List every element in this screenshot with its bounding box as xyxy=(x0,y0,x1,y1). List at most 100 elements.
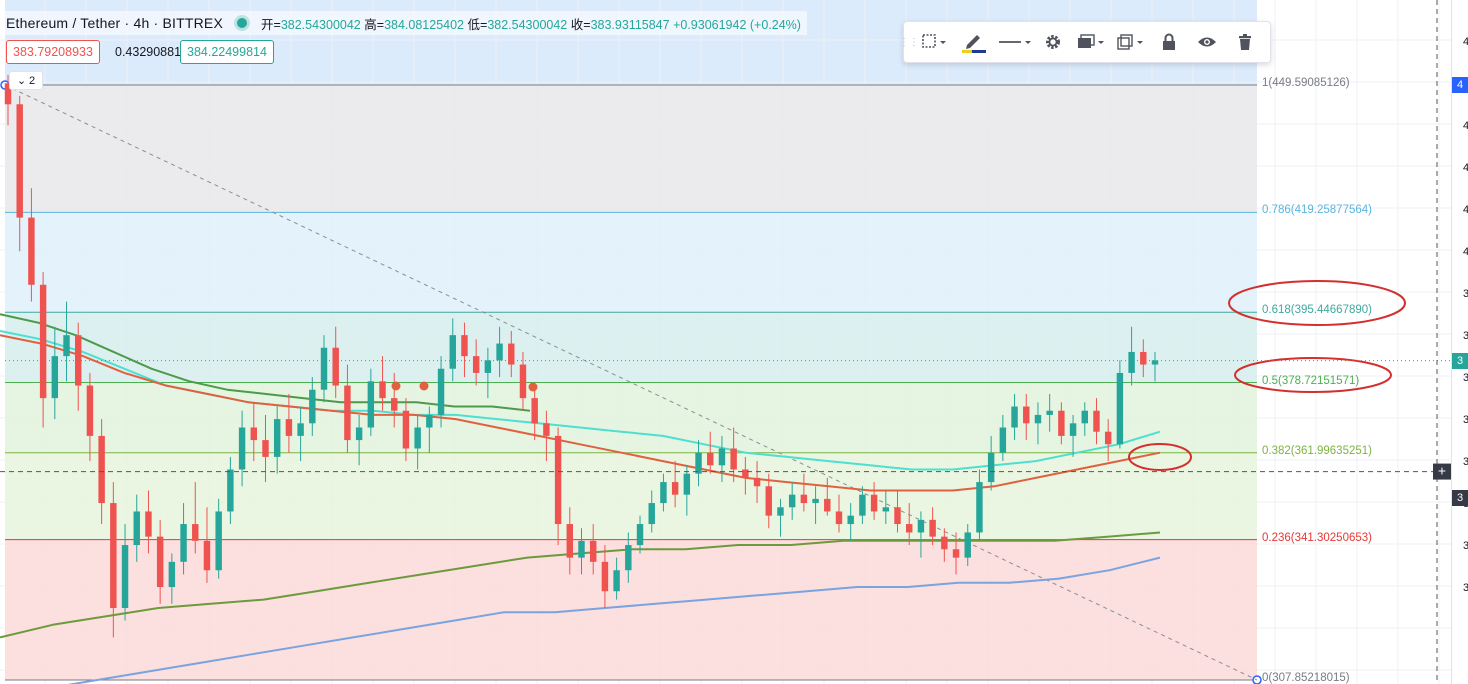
candle-body xyxy=(344,385,351,441)
candle-body xyxy=(987,452,995,483)
fib-label: 0(307.85218015) xyxy=(1262,672,1350,684)
trend-line[interactable] xyxy=(4,84,1258,681)
axis-tick-label: 4 xyxy=(1463,36,1468,48)
candle-body xyxy=(847,515,854,525)
candle-body xyxy=(250,427,258,441)
crosshair-plus-icon: + xyxy=(1438,463,1446,479)
trash-icon[interactable] xyxy=(1226,22,1264,62)
candle-body xyxy=(273,419,281,457)
candle-body xyxy=(367,381,375,428)
candle-body xyxy=(566,524,574,558)
candle-body xyxy=(508,343,515,365)
candle-body xyxy=(695,452,702,474)
candle-body xyxy=(227,469,234,512)
candle-body xyxy=(882,507,890,512)
candle-body xyxy=(355,427,363,441)
candle-body xyxy=(1011,406,1018,428)
candle-body xyxy=(285,419,293,436)
candle-body xyxy=(742,469,749,478)
annotations xyxy=(391,280,1406,471)
last-price-tag: 3 xyxy=(1452,353,1468,369)
candle-body xyxy=(800,494,808,504)
drag-handle-icon[interactable]: ⋮⋮ xyxy=(899,36,919,48)
chevron-down-icon: ⌄ xyxy=(16,75,27,87)
market-status-icon xyxy=(237,18,247,28)
candle-body xyxy=(28,217,35,285)
fib-zone xyxy=(5,312,1257,383)
close-value: 383.93115847 xyxy=(590,17,670,32)
candle-body xyxy=(1023,406,1030,424)
candle-body xyxy=(905,524,913,533)
open-label: 开= xyxy=(261,17,281,32)
template-icon[interactable] xyxy=(914,22,954,62)
candle-body xyxy=(484,360,492,373)
candle-body xyxy=(531,398,538,424)
candle-body xyxy=(121,545,129,609)
spread-value: 0.43290881 xyxy=(115,45,182,59)
candle-body xyxy=(320,347,328,390)
candle-body xyxy=(1151,360,1159,365)
candle-body xyxy=(1093,410,1100,432)
ohlc-values: 开=382.54300042 高=384.08125402 低=382.5430… xyxy=(261,14,801,33)
highlight-ellipse-618 xyxy=(1228,280,1406,326)
candle-body xyxy=(192,524,199,541)
ma-cross-dot xyxy=(419,381,429,391)
close-label: 收= xyxy=(570,17,591,32)
fib-label: 0.382(361.99635251) xyxy=(1262,444,1372,457)
gear-icon[interactable] xyxy=(1036,22,1070,62)
open-value: 382.54300042 xyxy=(280,17,361,32)
candle-body xyxy=(777,507,784,516)
candle-body xyxy=(859,494,866,516)
line-style-icon[interactable] xyxy=(994,22,1036,62)
low-label: 低= xyxy=(467,17,488,32)
moving-average-line xyxy=(67,556,1161,684)
candle-body xyxy=(110,503,117,609)
candle-body xyxy=(870,494,878,512)
candle-body xyxy=(718,448,726,466)
candle-body xyxy=(554,435,562,525)
candle-body xyxy=(472,356,480,373)
axis-tick-label: 4 xyxy=(1463,120,1468,132)
candle-body xyxy=(976,482,983,533)
fib-label: 0.5(378.72151571) xyxy=(1262,374,1360,387)
candle-body xyxy=(426,414,433,428)
candle-body xyxy=(1058,410,1065,436)
symbol-header: Ethereum / Tether · 4h · BITTREX 开=382.5… xyxy=(0,11,807,35)
candle-body xyxy=(1069,423,1077,436)
candle-body xyxy=(86,385,94,436)
candle-body xyxy=(1081,410,1088,424)
candlesticks xyxy=(4,74,1159,638)
candle-body xyxy=(543,423,550,436)
axis-tick-label: 3 xyxy=(1463,414,1468,426)
clone-icon[interactable] xyxy=(1110,22,1150,62)
candle-body xyxy=(1140,351,1147,365)
fib-retracement[interactable] xyxy=(0,80,1262,684)
candle-body xyxy=(917,519,925,533)
axis-tick-label: 3 xyxy=(1463,456,1468,468)
change-value: +0.93061942 (+0.24%) xyxy=(673,17,801,32)
lock-icon[interactable] xyxy=(1150,22,1188,62)
fib-zone xyxy=(5,85,1257,213)
candle-body xyxy=(297,423,304,436)
moving-average-line xyxy=(0,334,1161,492)
axis-tick-label: 3 xyxy=(1463,582,1468,594)
eye-icon[interactable] xyxy=(1188,22,1226,62)
price-axis[interactable] xyxy=(1451,0,1468,684)
layers-icon[interactable] xyxy=(1070,22,1110,62)
candle-body xyxy=(449,335,456,369)
sell-price-box[interactable]: 383.79208933 xyxy=(6,40,100,64)
indicator-count: 2 xyxy=(29,74,36,87)
candle-body xyxy=(964,532,971,558)
pencil-icon[interactable] xyxy=(954,22,994,62)
symbol-title[interactable]: Ethereum / Tether · 4h · BITTREX xyxy=(6,15,223,31)
ma-cross-dot xyxy=(391,381,401,391)
buy-price-box[interactable]: 384.22499814 xyxy=(180,40,274,64)
indicator-toggle-button[interactable]: ⌄ 2 xyxy=(9,71,43,90)
candle-body xyxy=(601,561,609,592)
highlight-ellipse-05 xyxy=(1234,357,1392,393)
axis-tick-label: 3 xyxy=(1463,288,1468,300)
candle-body xyxy=(332,347,339,386)
axis-tick-label: 4 xyxy=(1463,246,1468,258)
